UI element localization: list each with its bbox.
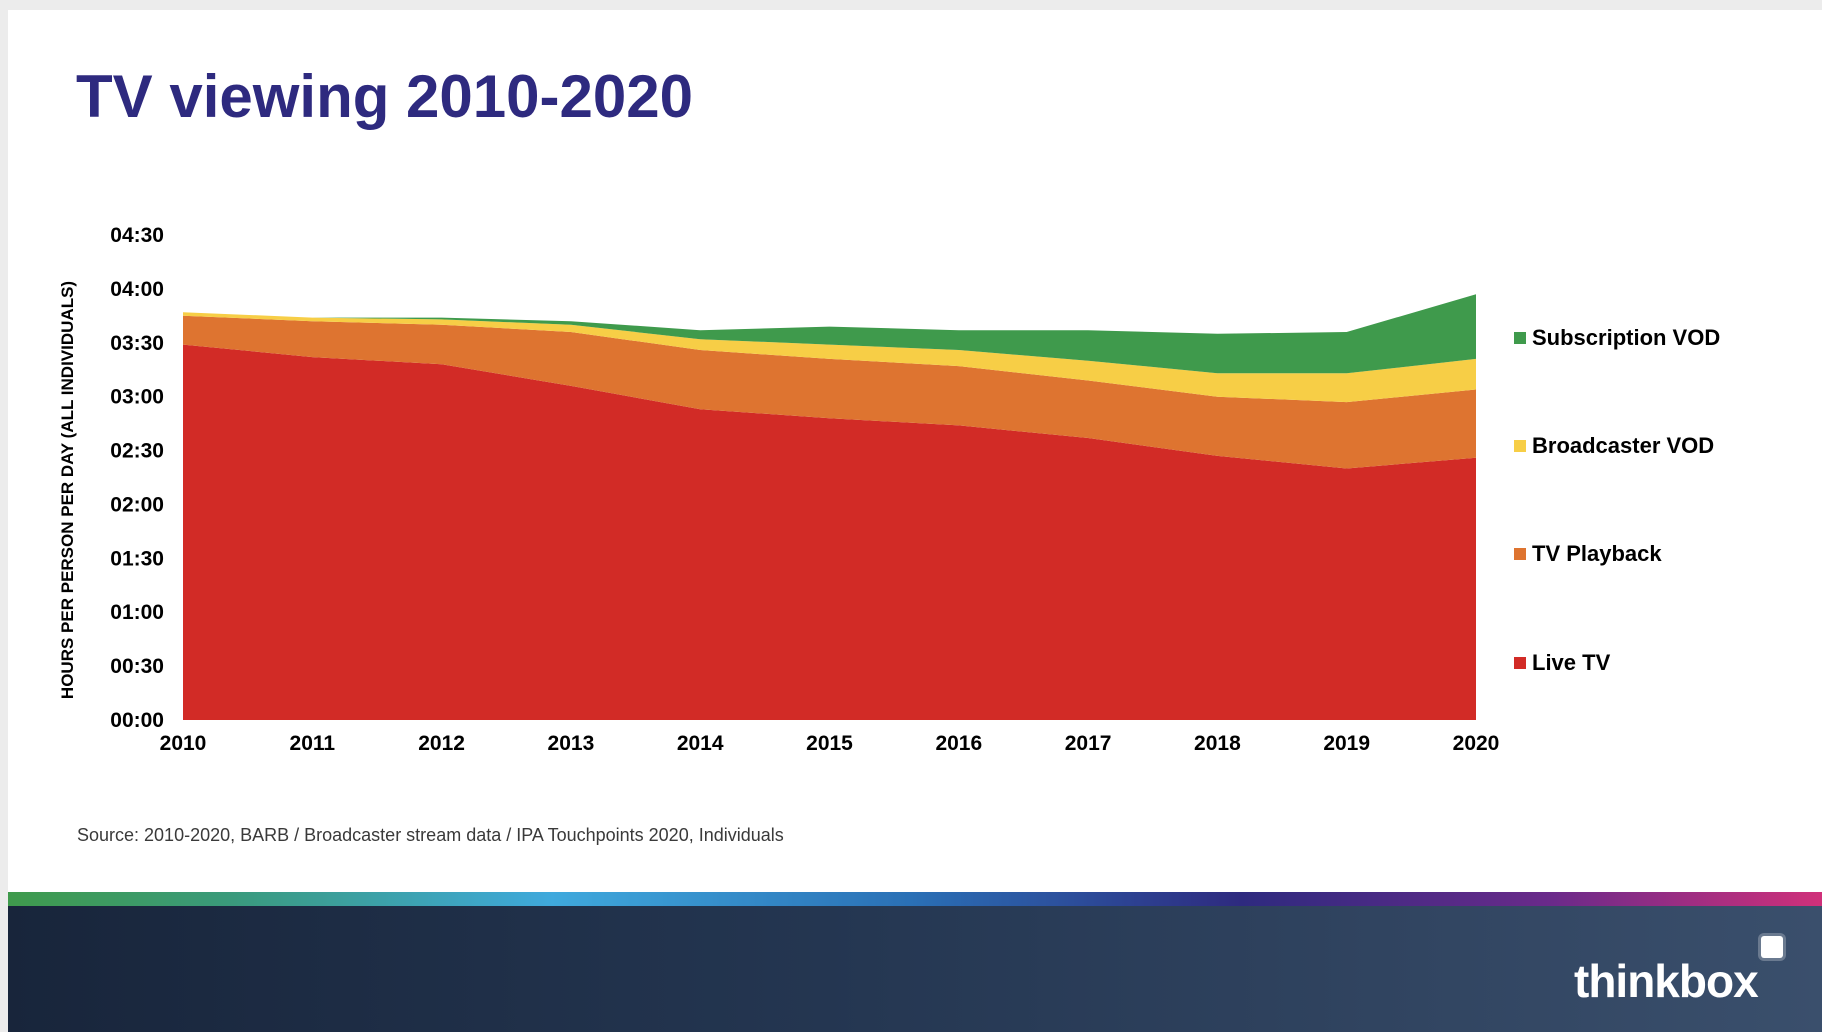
y-tick-label: 02:00 <box>110 493 164 516</box>
thinkbox-logo: thinkbox <box>1574 955 1759 1007</box>
y-tick-label: 01:00 <box>110 601 164 624</box>
y-tick-label: 04:30 <box>110 224 164 247</box>
legend-swatch <box>1514 657 1526 669</box>
x-tick-label: 2014 <box>677 732 724 755</box>
slide-title: TV viewing 2010-2020 <box>76 63 693 130</box>
stacked-area-chart: 00:00 00:30 01:00 01:30 02:00 02:30 03:00 03:30… <box>58 224 1500 755</box>
legend-swatch <box>1514 548 1526 560</box>
legend-label: Subscription VOD <box>1532 325 1721 350</box>
footer-color-stripe <box>8 892 1822 906</box>
x-tick-label: 2011 <box>290 732 336 755</box>
area-subscription-vod <box>183 294 1476 374</box>
x-tick-label: 2018 <box>1194 732 1241 755</box>
x-tick-label: 2020 <box>1453 732 1500 755</box>
legend-item-tv-playback: TV Playback <box>1514 541 1662 567</box>
x-tick-label: 2012 <box>418 732 465 755</box>
y-tick-label: 02:30 <box>110 440 164 463</box>
area-tv-playback <box>183 315 1476 469</box>
chart-legend: Subscription VOD Broadcaster VOD TV Playba… <box>1514 10 1814 675</box>
y-tick-label: 00:30 <box>110 655 164 678</box>
area-broadcaster-vod <box>183 312 1476 403</box>
x-tick-label: 2015 <box>806 732 853 755</box>
legend-label: Broadcaster VOD <box>1532 433 1715 458</box>
y-tick-label: 03:00 <box>110 386 164 409</box>
legend-swatch <box>1514 332 1526 344</box>
x-tick-label: 2010 <box>160 732 207 755</box>
x-tick-label: 2013 <box>548 732 595 755</box>
logo-square-icon <box>1761 936 1783 958</box>
slide: TV viewing 2010-2020 00:00 00:30 01:00 01:3… <box>8 10 1822 1032</box>
legend-item-broadcaster-vod: Broadcaster VOD <box>1514 433 1714 459</box>
legend-swatch <box>1514 440 1526 452</box>
y-axis-label: HOURS PER PERSON PER DAY (ALL INDIVIDUAL… <box>58 281 77 699</box>
legend-item-subscription-vod: Subscription VOD <box>1514 325 1720 351</box>
area-live-tv <box>183 344 1476 720</box>
y-tick-label: 01:30 <box>110 547 164 570</box>
y-tick-label: 00:00 <box>110 709 164 732</box>
legend-item-live-tv: Live TV <box>1514 650 1610 676</box>
x-tick-label: 2019 <box>1323 732 1370 755</box>
y-tick-label: 03:30 <box>110 332 164 355</box>
source-note: Source: 2010-2020, BARB / Broadcaster st… <box>77 825 784 845</box>
y-tick-label: 04:00 <box>110 278 164 301</box>
footer-bar <box>8 906 1822 1032</box>
legend-label: TV Playback <box>1532 541 1662 566</box>
x-tick-label: 2017 <box>1065 732 1112 755</box>
legend-label: Live TV <box>1532 650 1611 675</box>
x-tick-label: 2016 <box>935 732 982 755</box>
